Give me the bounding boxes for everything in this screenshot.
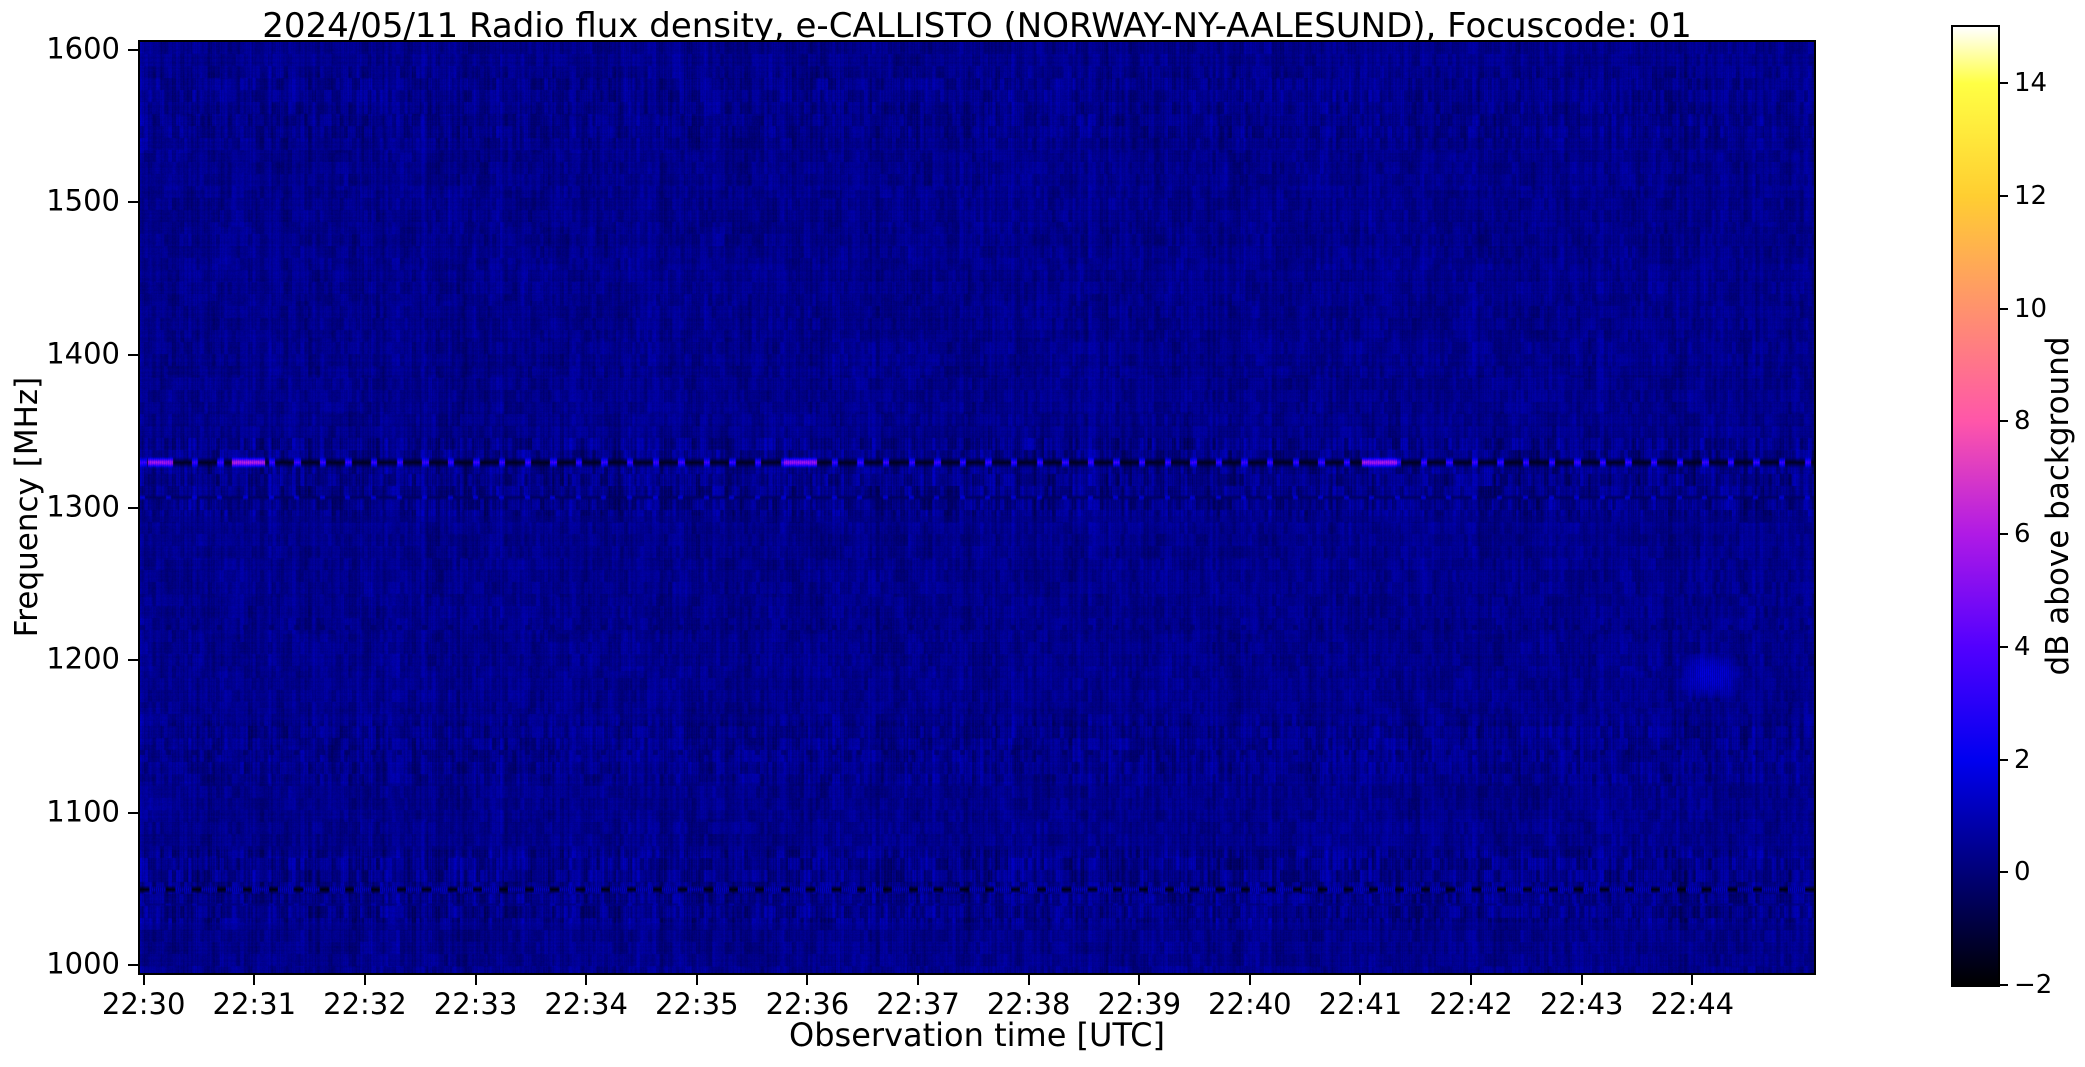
colorbar-tick-mark (2000, 307, 2008, 310)
x-tick-label: 22:35 (654, 987, 739, 1021)
x-tick-label: 22:31 (212, 987, 297, 1021)
colorbar-tick-mark (2000, 82, 2008, 85)
x-tick-mark (917, 975, 919, 985)
x-tick-mark (1470, 975, 1473, 985)
colorbar-tick-label: 10 (2014, 293, 2048, 324)
colorbar-tick-label: 8 (2014, 406, 2031, 437)
y-tick-label: 1400 (46, 336, 120, 371)
colorbar-label: dB above background (2040, 336, 2076, 676)
colorbar-tick-label: 4 (2014, 631, 2031, 662)
colorbar (1951, 25, 2000, 987)
y-tick-label: 1000 (46, 946, 120, 981)
y-tick-mark (128, 964, 138, 967)
x-tick-mark (585, 975, 588, 985)
spectrogram-canvas (140, 42, 1814, 973)
colorbar-tick-label: 12 (2014, 181, 2048, 212)
y-tick-mark (128, 353, 138, 356)
x-tick-mark (1248, 975, 1251, 985)
x-tick-mark (806, 975, 809, 985)
colorbar-tick-mark (2000, 984, 2008, 986)
y-tick-label: 1300 (46, 489, 120, 524)
x-tick-label: 22:30 (101, 987, 186, 1021)
x-tick-label: 22:42 (1429, 987, 1513, 1021)
x-tick-mark (363, 975, 366, 985)
y-tick-mark (128, 811, 138, 814)
x-tick-label: 22:41 (1318, 987, 1403, 1021)
y-tick-mark (128, 48, 138, 51)
colorbar-tick-mark (2000, 533, 2008, 536)
x-tick-mark (1027, 975, 1030, 985)
x-tick-mark (142, 975, 145, 985)
colorbar-tick-label: 0 (2014, 857, 2031, 888)
colorbar-tick-label: 2 (2014, 744, 2031, 775)
colorbar-tick-mark (2000, 645, 2008, 648)
y-tick-mark (128, 201, 138, 204)
x-tick-mark (474, 975, 477, 985)
x-tick-label: 22:43 (1539, 987, 1624, 1021)
x-tick-label: 22:44 (1650, 987, 1735, 1021)
colorbar-tick-mark (2000, 195, 2008, 198)
x-tick-mark (1138, 975, 1141, 985)
plot-area (138, 40, 1816, 975)
x-tick-label: 22:33 (433, 987, 518, 1021)
x-axis-label: Observation time [UTC] (789, 1016, 1165, 1054)
x-tick-label: 22:39 (1097, 987, 1182, 1021)
x-tick-label: 22:38 (986, 987, 1071, 1021)
colorbar-tick-mark (2000, 758, 2008, 761)
x-tick-mark (695, 975, 698, 985)
x-tick-mark (1580, 975, 1583, 985)
colorbar-tick-label: 6 (2014, 519, 2031, 550)
colorbar-tick-label: −2 (2014, 970, 2053, 1000)
chart-title: 2024/05/11 Radio flux density, e-CALLIST… (262, 6, 1692, 46)
x-tick-label: 22:37 (876, 987, 960, 1021)
x-tick-label: 22:40 (1208, 987, 1292, 1021)
x-tick-label: 22:32 (323, 987, 407, 1021)
y-tick-label: 1100 (46, 794, 120, 829)
x-tick-mark (1691, 975, 1694, 985)
x-tick-label: 22:36 (765, 987, 850, 1021)
colorbar-tick-mark (2000, 871, 2008, 874)
x-tick-mark (1359, 975, 1362, 985)
y-tick-label: 1500 (46, 183, 120, 218)
x-tick-label: 22:34 (544, 987, 628, 1021)
y-tick-label: 1600 (46, 31, 120, 66)
x-tick-mark (253, 975, 256, 985)
y-tick-label: 1200 (46, 641, 120, 676)
colorbar-tick-label: 14 (2014, 68, 2048, 99)
colorbar-tick-mark (2000, 420, 2008, 423)
y-tick-mark (128, 659, 138, 662)
y-tick-mark (128, 506, 138, 509)
